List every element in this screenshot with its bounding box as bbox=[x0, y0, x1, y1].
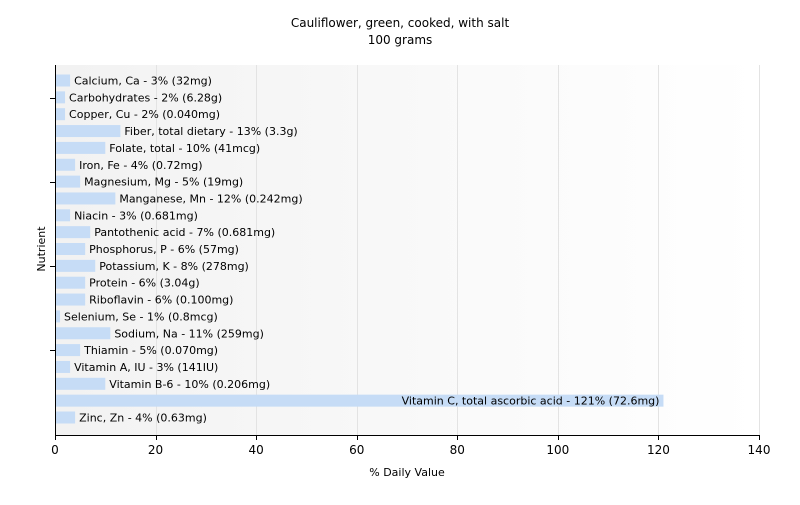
x-tick-label: 60 bbox=[349, 443, 364, 457]
bar-label: Selenium, Se - 1% (0.8mcg) bbox=[64, 310, 218, 323]
bar-label: Magnesium, Mg - 5% (19mg) bbox=[84, 176, 243, 189]
bar-label: Copper, Cu - 2% (0.040mg) bbox=[69, 108, 220, 121]
grid-lines bbox=[156, 65, 760, 435]
x-tick-label: 140 bbox=[748, 443, 771, 457]
bar bbox=[55, 141, 106, 154]
chart-subtitle: 100 grams bbox=[368, 33, 433, 47]
bar-label: Carbohydrates - 2% (6.28g) bbox=[69, 91, 222, 104]
bar bbox=[55, 360, 71, 373]
x-tick-label: 80 bbox=[450, 443, 465, 457]
bar-label: Iron, Fe - 4% (0.72mg) bbox=[79, 159, 202, 172]
bar bbox=[55, 394, 664, 407]
bar-label: Calcium, Ca - 3% (32mg) bbox=[74, 75, 212, 88]
bar bbox=[55, 344, 81, 357]
bar-label: Potassium, K - 8% (278mg) bbox=[99, 260, 249, 273]
x-tick-label: 120 bbox=[647, 443, 670, 457]
bar bbox=[55, 125, 121, 138]
bar bbox=[55, 259, 96, 272]
axes: 0 20 40 60 80 100 120 140 bbox=[50, 65, 770, 457]
bar-label: Phosphorus, P - 6% (57mg) bbox=[89, 243, 239, 256]
chart-title: Cauliflower, green, cooked, with salt bbox=[291, 16, 510, 30]
bar bbox=[55, 91, 66, 104]
x-tick-label: 40 bbox=[249, 443, 264, 457]
bar bbox=[55, 243, 86, 255]
bar-label: Thiamin - 5% (0.070mg) bbox=[83, 344, 218, 357]
bar-label: Vitamin B-6 - 10% (0.206mg) bbox=[109, 378, 270, 391]
bar-label: Manganese, Mn - 12% (0.242mg) bbox=[119, 192, 302, 205]
y-axis-title: Nutrient bbox=[35, 226, 48, 272]
bar-label: Vitamin C, total ascorbic acid - 121% (7… bbox=[402, 395, 660, 408]
x-tick-label: 100 bbox=[546, 443, 569, 457]
bar bbox=[55, 327, 111, 340]
bar-label: Pantothenic acid - 7% (0.681mg) bbox=[94, 226, 275, 239]
x-axis-title: % Daily Value bbox=[369, 466, 445, 479]
bar bbox=[55, 226, 91, 239]
plot-background bbox=[55, 65, 759, 435]
bar bbox=[55, 175, 81, 188]
bar bbox=[55, 192, 116, 205]
bars bbox=[55, 74, 664, 424]
bar bbox=[55, 293, 86, 306]
bar-label: Riboflavin - 6% (0.100mg) bbox=[89, 294, 233, 307]
bar-labels: Calcium, Ca - 3% (32mg) Carbohydrates - 2… bbox=[64, 75, 659, 425]
bar bbox=[55, 411, 76, 424]
bar-label: Vitamin A, IU - 3% (141IU) bbox=[74, 361, 218, 374]
x-tick-label: 20 bbox=[148, 443, 163, 457]
bar-label: Sodium, Na - 11% (259mg) bbox=[114, 327, 264, 340]
bar bbox=[55, 377, 106, 390]
bar-label: Niacin - 3% (0.681mg) bbox=[74, 209, 198, 222]
bar bbox=[55, 209, 71, 222]
bar bbox=[55, 158, 76, 171]
bar bbox=[55, 74, 71, 87]
bar bbox=[55, 310, 61, 323]
x-tick-label: 0 bbox=[51, 443, 59, 457]
bar-label: Protein - 6% (3.04g) bbox=[89, 277, 200, 290]
bar bbox=[55, 276, 86, 289]
bar-label: Folate, total - 10% (41mcg) bbox=[109, 142, 260, 155]
bar-label: Zinc, Zn - 4% (0.63mg) bbox=[79, 412, 207, 425]
bar bbox=[55, 108, 66, 121]
bar-label: Fiber, total dietary - 13% (3.3g) bbox=[124, 125, 297, 138]
